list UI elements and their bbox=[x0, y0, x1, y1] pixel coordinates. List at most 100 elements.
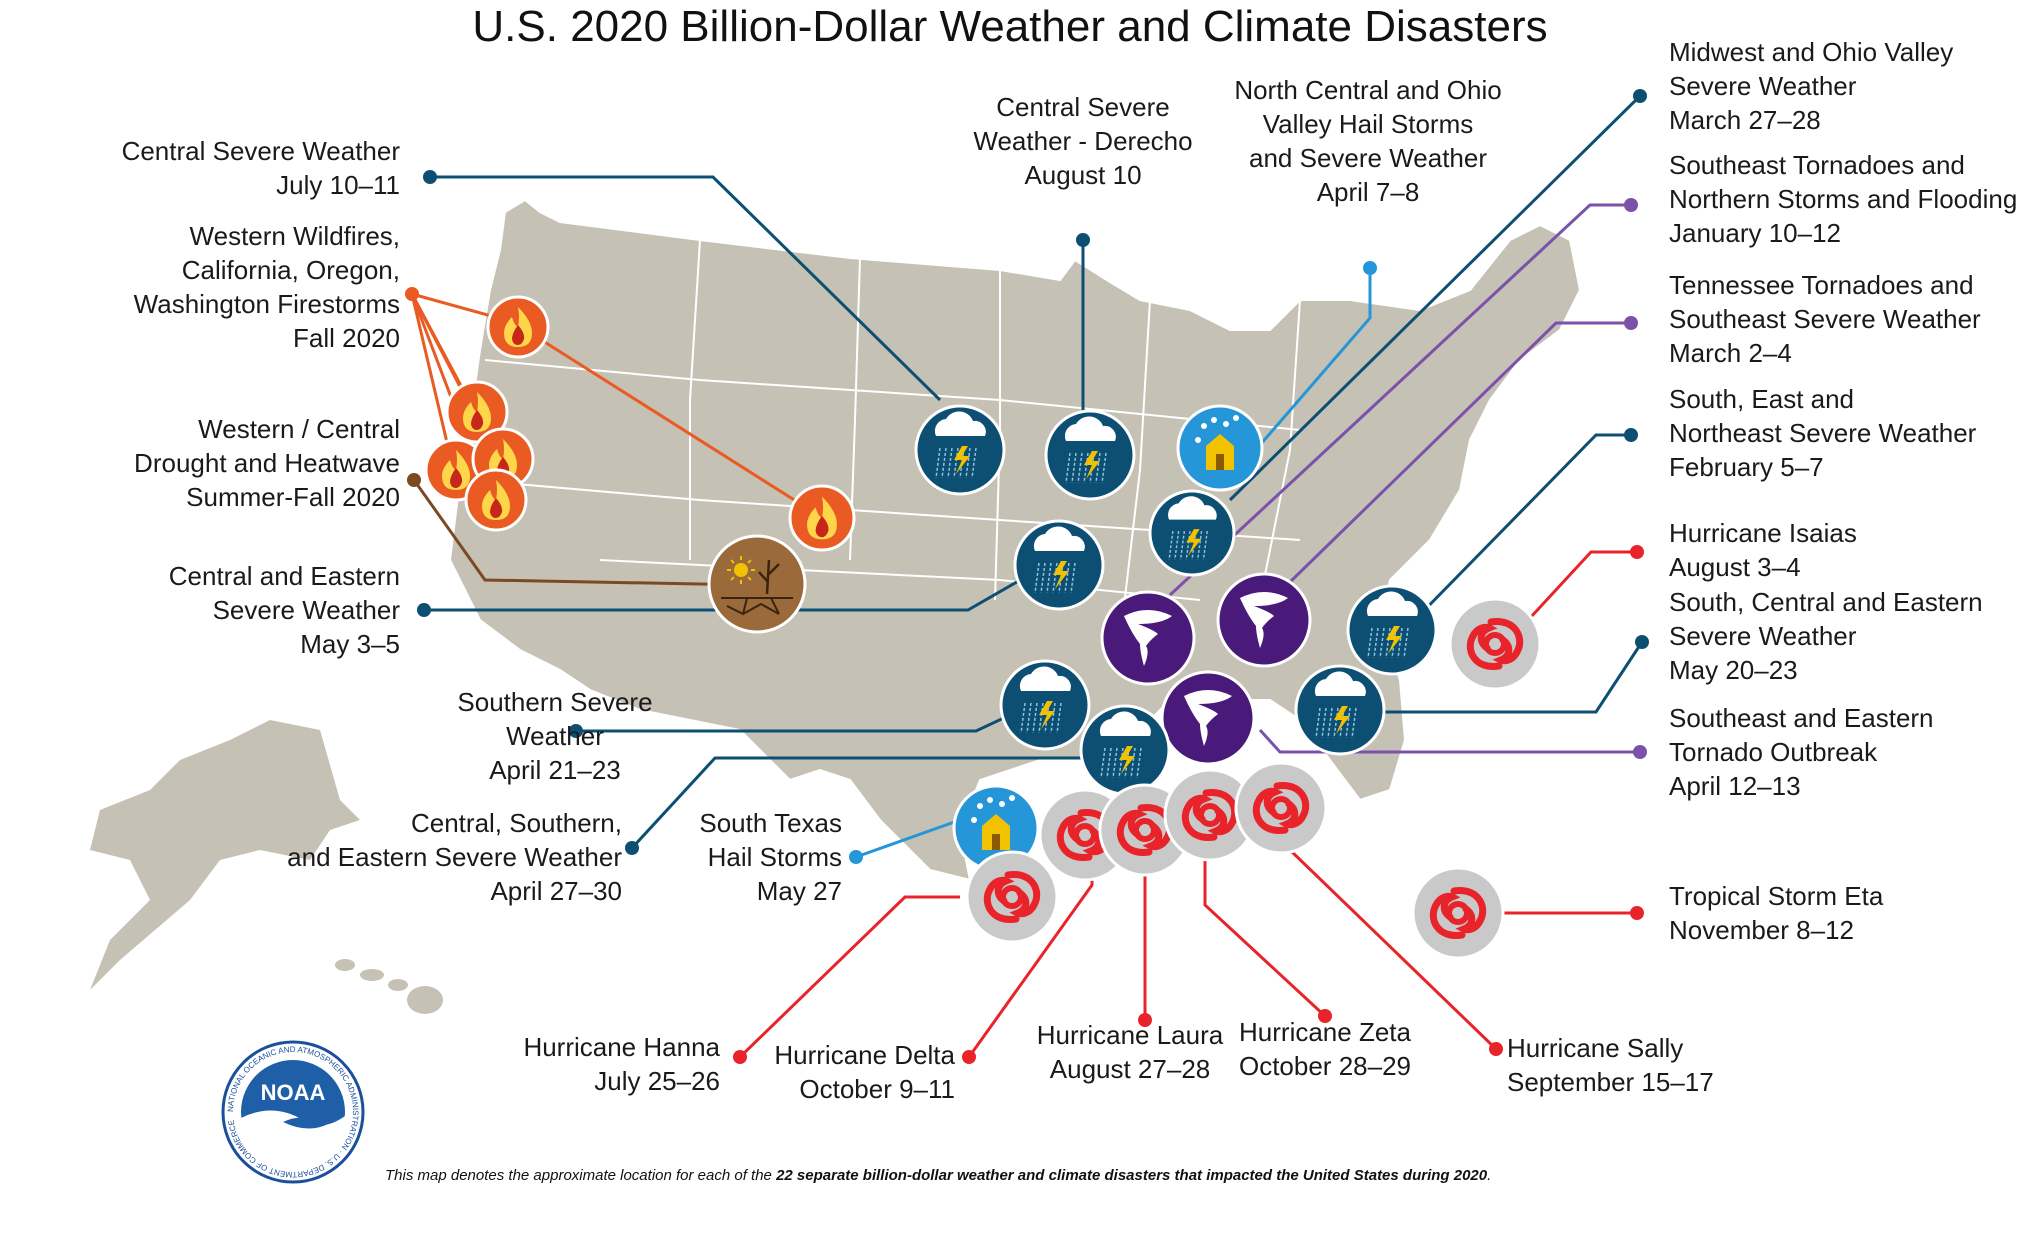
leader-dot-central-southern-eastern-apr bbox=[625, 841, 639, 855]
label-line: January 10–12 bbox=[1669, 218, 1841, 248]
leader-south-texas-hail bbox=[855, 818, 961, 859]
label-central-eastern-may: Central and Eastern Severe Weather May 3–5 bbox=[169, 561, 401, 659]
label-line: Severe Weather bbox=[1669, 71, 1857, 101]
leader-dot-midwest-ohio bbox=[1633, 89, 1647, 103]
label-western-wildfires: Western Wildfires, California, Oregon, Was… bbox=[134, 221, 400, 353]
leader-southeast-eastern-tornado bbox=[1258, 728, 1640, 754]
leader-dot-eta bbox=[1630, 906, 1644, 920]
leader-dot-north-central-hail bbox=[1363, 261, 1377, 275]
severe-icon[interactable] bbox=[1294, 664, 1386, 756]
label-line: South, Central and Eastern bbox=[1669, 587, 1983, 617]
label-western-drought: Western / Central Drought and Heatwave Sum… bbox=[134, 414, 400, 512]
label-line: August 10 bbox=[1024, 160, 1141, 190]
label-central-southern-eastern-apr: Central, Southern, and Eastern Severe Wea… bbox=[287, 808, 622, 906]
label-line: Hurricane Hanna bbox=[523, 1032, 720, 1062]
severe-icon[interactable] bbox=[1148, 489, 1236, 577]
label-line: Hurricane Sally bbox=[1507, 1033, 1683, 1063]
label-line: Western Wildfires, bbox=[190, 221, 400, 251]
leader-tennessee-tornadoes bbox=[1288, 321, 1631, 584]
leader-dot-tennessee-tornadoes bbox=[1624, 316, 1638, 330]
label-line: Hurricane Zeta bbox=[1239, 1017, 1411, 1047]
footnote-prefix: This map denotes the approximate locatio… bbox=[385, 1167, 776, 1184]
label-line: March 27–28 bbox=[1669, 105, 1821, 135]
severe-icon[interactable] bbox=[1346, 584, 1438, 676]
leader-western-drought bbox=[412, 479, 753, 587]
page-title: U.S. 2020 Billion-Dollar Weather and Cli… bbox=[472, 2, 1548, 51]
severe-icon[interactable] bbox=[999, 659, 1091, 751]
label-line: Tropical Storm Eta bbox=[1669, 881, 1884, 911]
label-line: Valley Hail Storms bbox=[1263, 109, 1473, 139]
label-line: August 3–4 bbox=[1669, 552, 1801, 582]
tornado-icon[interactable] bbox=[1160, 670, 1256, 766]
leader-zeta bbox=[1203, 860, 1327, 1018]
wildfire-icon[interactable] bbox=[788, 484, 856, 552]
label-line: South, East and bbox=[1669, 384, 1854, 414]
label-line: August 27–28 bbox=[1050, 1054, 1210, 1084]
label-line: Washington Firestorms bbox=[134, 289, 400, 319]
tornado-icon[interactable] bbox=[1100, 590, 1196, 686]
leader-central-southern-eastern-apr bbox=[630, 756, 1120, 850]
leader-dot-zeta bbox=[1318, 1009, 1332, 1023]
label-line: and Eastern Severe Weather bbox=[287, 842, 622, 872]
severe-icon[interactable] bbox=[1079, 704, 1171, 796]
wildfire-icon[interactable] bbox=[486, 295, 550, 359]
leader-dot-southern-severe-apr bbox=[569, 724, 583, 738]
label-line: Severe Weather bbox=[213, 595, 401, 625]
wildfire-icon[interactable] bbox=[445, 380, 509, 444]
label-line: April 7–8 bbox=[1317, 177, 1420, 207]
label-line: Western / Central bbox=[198, 414, 400, 444]
label-south-east-northeast-feb: South, East and Northeast Severe Weather F… bbox=[1669, 384, 1977, 482]
leader-sally bbox=[1288, 848, 1498, 1051]
label-north-central-hail: North Central and Ohio Valley Hail Storms… bbox=[1234, 75, 1501, 207]
leader-dot-south-central-eastern-may bbox=[1635, 635, 1649, 649]
severe-icon[interactable] bbox=[1013, 519, 1105, 611]
label-line: May 20–23 bbox=[1669, 655, 1798, 685]
hurricane-icon[interactable] bbox=[1234, 761, 1328, 855]
label-line: North Central and Ohio bbox=[1234, 75, 1501, 105]
severe-icon[interactable] bbox=[914, 404, 1006, 496]
drought-icon[interactable] bbox=[707, 534, 807, 634]
label-central-severe-jul: Central Severe Weather July 10–11 bbox=[122, 136, 401, 200]
leader-dot-southeast-tornadoes-jan bbox=[1624, 198, 1638, 212]
leader-midwest-ohio bbox=[1228, 94, 1642, 502]
leader-dot-isaias bbox=[1630, 545, 1644, 559]
label-line: Drought and Heatwave bbox=[134, 448, 400, 478]
label-line: Fall 2020 bbox=[293, 323, 400, 353]
label-line: July 10–11 bbox=[276, 170, 400, 200]
label-line: March 2–4 bbox=[1669, 338, 1792, 368]
disaster-icons bbox=[424, 295, 1542, 960]
label-southern-severe-apr: Southern Severe Weather April 21–23 bbox=[457, 687, 652, 785]
label-south-central-eastern-may: South, Central and Eastern Severe Weather… bbox=[1669, 587, 1983, 685]
hurricane-icon[interactable] bbox=[1448, 597, 1542, 691]
hawaii-islands bbox=[335, 959, 443, 1014]
label-line: Central and Eastern bbox=[169, 561, 400, 591]
label-line: California, Oregon, bbox=[182, 255, 400, 285]
leader-central-severe-jul bbox=[430, 175, 942, 402]
label-line: Northeast Severe Weather bbox=[1669, 418, 1977, 448]
wildfire-icon[interactable] bbox=[464, 468, 528, 532]
leader-south-east-northeast-feb bbox=[1403, 433, 1631, 632]
label-midwest-ohio: Midwest and Ohio Valley Severe Weather Mar… bbox=[1669, 37, 1953, 135]
severe-icon[interactable] bbox=[1044, 409, 1136, 501]
hurricane-icon[interactable] bbox=[965, 850, 1059, 944]
leader-dot-western-drought bbox=[407, 473, 421, 487]
label-line: April 27–30 bbox=[490, 876, 622, 906]
hail-icon[interactable] bbox=[1176, 404, 1264, 492]
label-line: Tornado Outbreak bbox=[1669, 737, 1878, 767]
label-line: Hail Storms bbox=[708, 842, 842, 872]
label-line: Central, Southern, bbox=[411, 808, 622, 838]
leader-dot-south-texas-hail bbox=[849, 850, 863, 864]
label-laura: Hurricane Laura August 27–28 bbox=[1037, 1020, 1224, 1084]
label-line: July 25–26 bbox=[594, 1066, 720, 1096]
footnote-suffix: . bbox=[1487, 1167, 1491, 1184]
label-line: September 15–17 bbox=[1507, 1067, 1714, 1097]
label-line: Hurricane Delta bbox=[774, 1040, 955, 1070]
hurricane-icon[interactable] bbox=[1411, 866, 1505, 960]
label-line: Northern Storms and Flooding bbox=[1669, 184, 2017, 214]
hail-icon[interactable] bbox=[952, 784, 1040, 872]
label-line: October 9–11 bbox=[799, 1074, 955, 1104]
label-eta: Tropical Storm Eta November 8–12 bbox=[1669, 881, 1884, 945]
tornado-icon[interactable] bbox=[1216, 572, 1312, 668]
label-hanna: Hurricane Hanna July 25–26 bbox=[523, 1032, 720, 1096]
leader-dot-sally bbox=[1489, 1042, 1503, 1056]
